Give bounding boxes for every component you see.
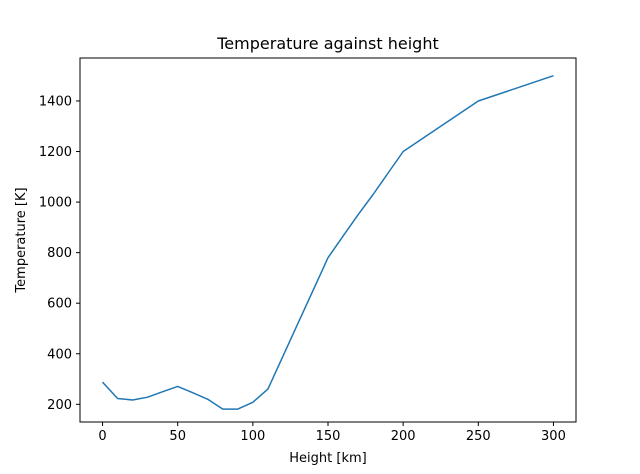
x-axis-label: Height [km] bbox=[289, 451, 366, 466]
chart-title: Temperature against height bbox=[216, 34, 438, 53]
y-axis: 200 400 600 800 1000 1200 1400 bbox=[39, 94, 80, 413]
y-tick-label: 200 bbox=[47, 398, 72, 413]
x-tick-label: 250 bbox=[466, 429, 491, 444]
plot-frame bbox=[79, 57, 577, 423]
series-layer bbox=[101, 74, 554, 410]
y-tick-label: 1400 bbox=[39, 94, 72, 109]
x-tick-label: 100 bbox=[240, 429, 265, 444]
x-tick-label: 50 bbox=[169, 429, 186, 444]
y-tick-label: 1200 bbox=[39, 145, 72, 160]
y-axis-label: Temperature [K] bbox=[14, 187, 29, 293]
x-tick-label: 300 bbox=[541, 429, 566, 444]
series-line bbox=[101, 74, 554, 410]
y-tick-label: 800 bbox=[47, 246, 72, 261]
y-tick-label: 600 bbox=[47, 297, 72, 312]
y-tick-label: 1000 bbox=[39, 196, 72, 211]
y-tick-label: 400 bbox=[47, 347, 72, 362]
x-axis: 0 50 100 150 200 250 300 bbox=[98, 422, 566, 444]
x-tick-label: 150 bbox=[316, 429, 341, 444]
x-tick-label: 200 bbox=[391, 429, 416, 444]
x-tick-label: 0 bbox=[98, 429, 106, 444]
